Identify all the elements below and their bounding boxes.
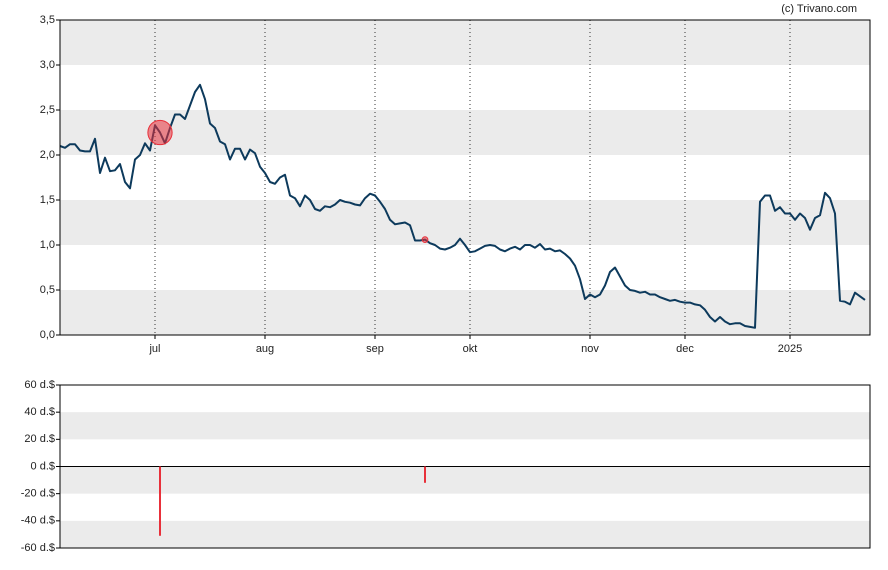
y-tick-label: 1,5 — [40, 194, 55, 206]
y-tick-label: 0,0 — [40, 329, 55, 341]
price-line — [59, 83, 866, 329]
y-tick-label: -60 d.$ — [21, 542, 55, 554]
grid-band — [60, 412, 870, 440]
y-tick-label: 20 d.$ — [24, 433, 55, 445]
event-marker — [147, 119, 173, 146]
bar — [424, 466, 426, 483]
x-tick-label: jul — [148, 343, 160, 355]
x-tick-label: dec — [676, 343, 694, 355]
grid-band — [60, 290, 870, 335]
y-tick-label: 0 d.$ — [31, 460, 55, 472]
y-tick-label: 1,0 — [40, 239, 55, 251]
y-tick-label: 2,0 — [40, 149, 55, 161]
x-tick-label: aug — [256, 343, 274, 355]
x-tick-label: okt — [463, 343, 478, 355]
event-marker — [421, 236, 429, 243]
grid-band — [60, 200, 870, 245]
y-tick-label: 60 d.$ — [24, 379, 55, 391]
grid-band — [60, 110, 870, 155]
grid-band — [60, 20, 870, 65]
x-tick-label: sep — [366, 343, 384, 355]
plot-frame — [59, 19, 871, 336]
x-tick-label: nov — [581, 343, 599, 355]
y-tick-label: 0,5 — [40, 284, 55, 296]
grid-band — [60, 520, 870, 548]
y-tick-label: -20 d.$ — [21, 488, 55, 500]
y-tick-label: 3,0 — [40, 59, 55, 71]
y-tick-label: 2,5 — [40, 104, 55, 116]
plot-frame — [59, 384, 871, 549]
y-tick-label: -40 d.$ — [21, 515, 55, 527]
grid-band — [60, 466, 870, 494]
x-tick-label: 2025 — [778, 343, 802, 355]
bar — [159, 466, 161, 536]
y-tick-label: 3,5 — [40, 14, 55, 26]
y-tick-label: 40 d.$ — [24, 406, 55, 418]
source-credit: (c) Trivano.com — [781, 3, 857, 15]
